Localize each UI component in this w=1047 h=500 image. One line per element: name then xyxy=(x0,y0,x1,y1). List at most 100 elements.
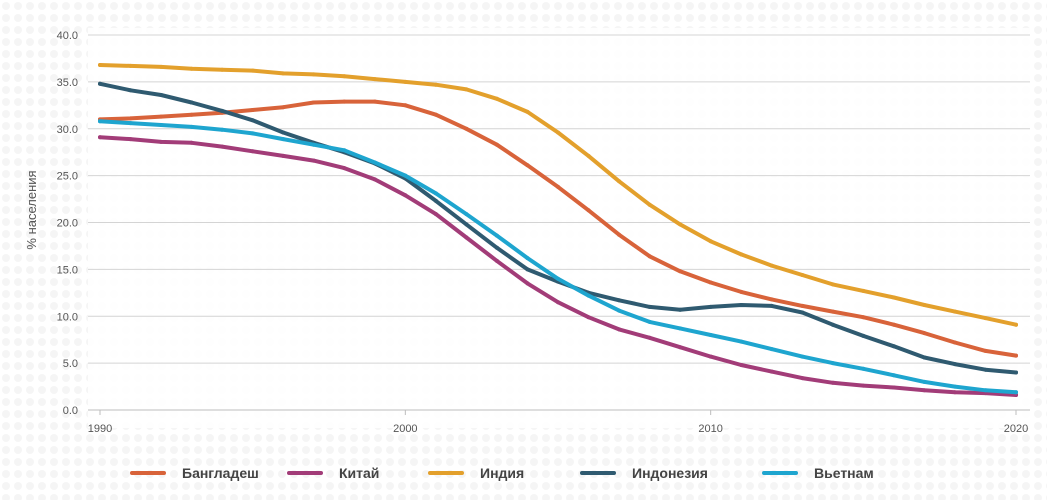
data-point xyxy=(372,177,377,182)
y-tick-label: 35.0 xyxy=(57,77,78,89)
data-point xyxy=(586,315,591,320)
data-point xyxy=(342,166,347,171)
data-point xyxy=(586,293,591,298)
data-point xyxy=(556,130,560,135)
y-tick-label: 5.0 xyxy=(63,358,78,370)
legend-label: Бангладеш xyxy=(182,465,259,481)
data-point xyxy=(983,388,988,393)
data-point xyxy=(586,208,591,213)
data-point xyxy=(800,354,805,359)
y-tick-label: 25.0 xyxy=(57,171,78,183)
data-point xyxy=(525,281,530,286)
data-point xyxy=(647,202,652,207)
data-point xyxy=(159,123,164,127)
data-point xyxy=(403,173,408,178)
data-point xyxy=(128,63,133,68)
data-point xyxy=(708,239,713,244)
data-point xyxy=(952,390,957,395)
data-point xyxy=(525,267,530,272)
legend-item: Бангладеш xyxy=(130,458,259,488)
data-point xyxy=(708,333,713,337)
legend-label: Индия xyxy=(480,465,525,481)
legend-swatch xyxy=(287,471,323,475)
series-lines xyxy=(98,63,1018,397)
data-point xyxy=(433,212,438,217)
data-point xyxy=(922,379,927,384)
data-point xyxy=(1014,390,1018,395)
data-point xyxy=(830,322,835,327)
data-point xyxy=(433,198,438,203)
data-point xyxy=(1014,370,1018,375)
data-point xyxy=(189,100,194,105)
legend-label: Вьетнам xyxy=(814,465,874,481)
data-point xyxy=(952,362,957,367)
data-point xyxy=(281,71,286,76)
data-point xyxy=(98,135,102,140)
data-point xyxy=(189,66,194,71)
y-tick-label: 20.0 xyxy=(57,218,78,230)
data-point xyxy=(922,355,927,360)
data-point xyxy=(952,340,957,345)
data-point xyxy=(250,108,255,112)
data-point xyxy=(464,126,469,131)
data-point xyxy=(708,280,713,285)
data-point xyxy=(220,144,225,149)
y-axis-label: % населения xyxy=(24,170,39,249)
legend-swatch xyxy=(762,471,798,475)
data-point xyxy=(159,93,164,97)
data-point xyxy=(800,310,805,315)
data-point xyxy=(189,140,194,145)
data-point xyxy=(250,149,255,154)
data-point xyxy=(891,373,896,378)
data-point xyxy=(220,67,225,72)
data-point xyxy=(830,309,835,314)
data-point xyxy=(678,269,683,274)
data-point xyxy=(647,254,652,259)
data-point xyxy=(647,335,652,340)
data-point xyxy=(769,303,774,308)
series-4 xyxy=(98,119,1018,395)
data-point xyxy=(922,331,927,336)
data-point xyxy=(494,233,499,238)
plot-area-background xyxy=(88,28,1030,428)
y-tick-label: 10.0 xyxy=(57,311,78,323)
data-point xyxy=(128,88,133,93)
data-point xyxy=(128,121,133,126)
data-point xyxy=(617,179,622,184)
data-point xyxy=(494,96,499,101)
y-tick-label: 30.0 xyxy=(57,124,78,136)
x-tick-label: 1990 xyxy=(88,423,112,435)
legend-label: Индонезия xyxy=(632,465,708,481)
data-point xyxy=(678,345,683,350)
legend: Бангладеш Китай Индия Индонезия Вьетнам xyxy=(0,458,1047,488)
data-point xyxy=(1014,322,1018,327)
data-point xyxy=(525,163,530,168)
data-point xyxy=(372,160,377,165)
data-point xyxy=(739,303,744,307)
data-point xyxy=(403,103,408,108)
data-point xyxy=(98,81,102,86)
data-point xyxy=(891,385,896,390)
data-point xyxy=(464,212,469,217)
data-point xyxy=(739,252,744,257)
data-point xyxy=(983,316,988,321)
data-point xyxy=(98,119,102,124)
data-point xyxy=(433,112,438,117)
grid-lines xyxy=(88,34,1030,411)
data-point xyxy=(281,130,286,135)
data-point xyxy=(250,68,255,73)
data-point xyxy=(311,100,316,105)
data-point xyxy=(861,288,866,293)
data-point xyxy=(708,304,713,309)
data-point xyxy=(464,87,469,92)
data-point xyxy=(830,380,835,385)
legend-swatch xyxy=(130,471,166,475)
data-point xyxy=(464,222,469,227)
data-point xyxy=(464,235,469,240)
data-point xyxy=(586,153,591,158)
data-point xyxy=(769,263,774,268)
data-point xyxy=(952,309,957,314)
data-point xyxy=(922,388,927,393)
data-point xyxy=(891,295,896,300)
data-point xyxy=(189,124,194,129)
